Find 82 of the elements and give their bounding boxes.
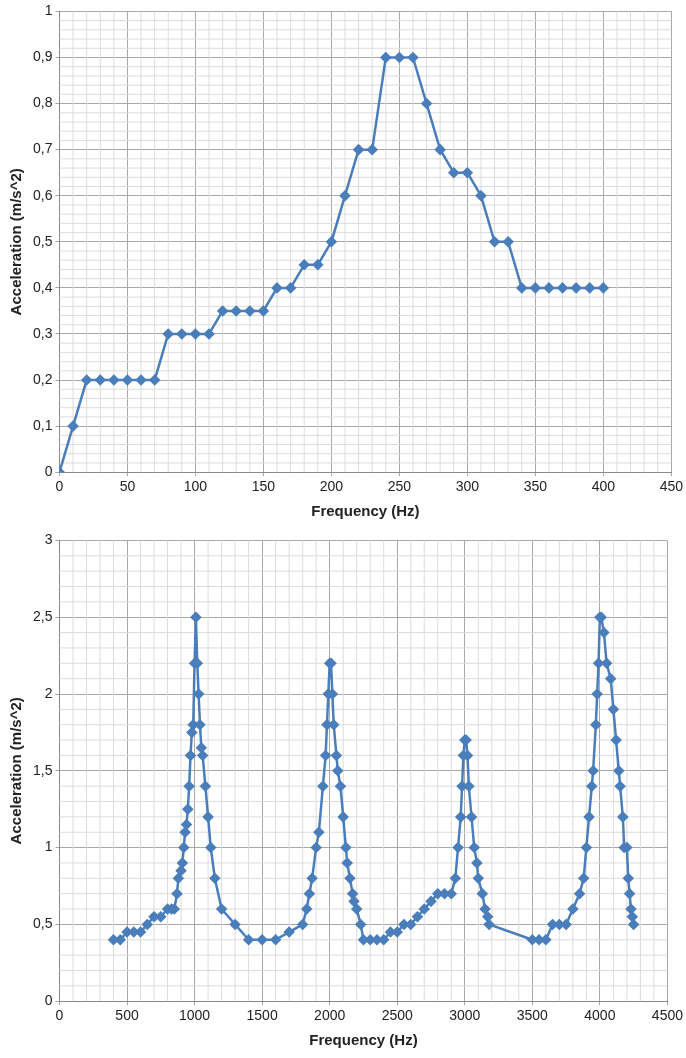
point [434, 144, 446, 155]
point [421, 98, 432, 109]
y-axis-title: Acceleration (m/s^2) [7, 697, 25, 845]
x-tick-label: 0 [55, 1007, 64, 1024]
y-tick-label: 0,9 [32, 48, 53, 65]
point [326, 236, 337, 248]
point [135, 374, 147, 386]
point [543, 282, 555, 294]
point [108, 374, 120, 386]
x-tick-label: 250 [387, 478, 412, 495]
point [162, 328, 174, 340]
y-tick-label: 1 [44, 838, 53, 855]
x-tick-label: 2000 [314, 1007, 346, 1024]
point [149, 374, 160, 386]
point [366, 144, 378, 155]
point [584, 282, 595, 294]
point [298, 259, 310, 271]
y-tick-label: 0,7 [32, 140, 53, 157]
point [95, 374, 106, 386]
point [353, 144, 364, 155]
point [203, 328, 215, 340]
point [67, 420, 79, 432]
y-tick-label: 0,3 [32, 324, 53, 341]
point [407, 52, 419, 63]
point [176, 328, 188, 340]
point [339, 190, 351, 201]
point [190, 328, 201, 340]
point [230, 305, 242, 317]
point [516, 282, 528, 294]
point [530, 282, 541, 294]
y-tick-label: 0,8 [32, 94, 53, 111]
point [462, 167, 473, 178]
point [312, 259, 324, 271]
y-tick-label: 0 [44, 992, 53, 1009]
x-tick-label: 450 [659, 478, 684, 495]
y-tick-label: 1,5 [32, 761, 53, 778]
x-tick-label: 400 [591, 478, 616, 495]
x-tick-label: 100 [183, 478, 208, 495]
x-tick-label: 50 [119, 478, 136, 495]
x-tick-label: 350 [523, 478, 548, 495]
point [217, 305, 228, 317]
y-tick-label: 0,6 [32, 186, 53, 203]
x-tick-label: 0 [55, 478, 64, 495]
y-tick-label: 0,4 [32, 278, 53, 295]
y-tick-label: 1 [44, 2, 53, 19]
point [122, 374, 133, 386]
point [557, 282, 568, 294]
y-tick-label: 0,1 [32, 416, 53, 433]
x-tick-label: 3500 [516, 1007, 549, 1024]
point [380, 52, 392, 63]
x-tick-label: 2500 [381, 1007, 413, 1024]
x-axis-title: Frequency (Hz) [311, 502, 420, 520]
x-axis-title: Frequency (Hz) [309, 1031, 418, 1049]
point [448, 167, 460, 178]
point [271, 282, 283, 294]
y-tick-label: 2 [44, 684, 53, 701]
y-tick-label: 0,5 [32, 232, 53, 249]
point [81, 374, 92, 386]
y-axis-title: Acceleration (m/s^2) [7, 168, 25, 316]
point [502, 236, 514, 248]
y-tick-label: 3 [44, 531, 53, 548]
point [598, 282, 609, 294]
x-tick-label: 300 [455, 478, 480, 495]
point [475, 190, 487, 201]
x-tick-label: 150 [251, 478, 276, 495]
y-tick-label: 0,5 [32, 915, 53, 932]
x-tick-label: 4000 [584, 1007, 616, 1024]
x-tick-label: 1500 [246, 1007, 278, 1024]
y-tick-label: 0 [44, 463, 53, 480]
x-tick-label: 1000 [178, 1007, 211, 1024]
point [285, 282, 296, 294]
x-tick-label: 200 [319, 478, 344, 495]
y-tick-label: 2,5 [32, 608, 53, 625]
point [570, 282, 582, 294]
x-tick-label: 4500 [651, 1007, 684, 1024]
point [394, 52, 405, 63]
point [258, 305, 269, 317]
y-tick-label: 0,2 [32, 370, 53, 387]
point [244, 305, 256, 317]
x-tick-label: 3000 [449, 1007, 481, 1024]
point [489, 236, 500, 248]
x-tick-label: 500 [115, 1007, 139, 1024]
